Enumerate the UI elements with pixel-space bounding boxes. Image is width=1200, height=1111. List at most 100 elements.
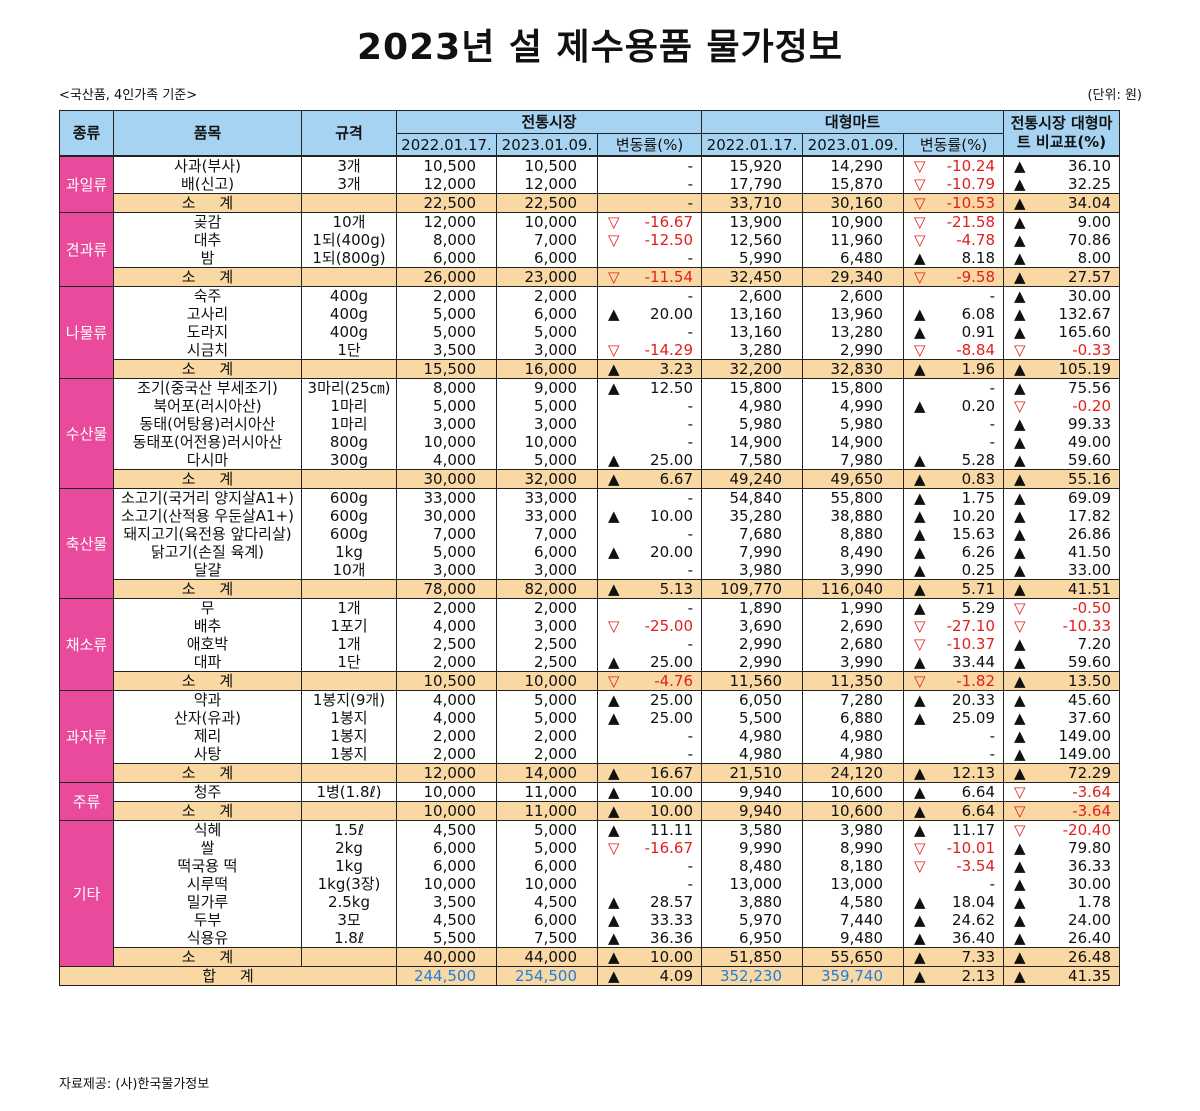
compare-ratio: ▲ 34.04 bbox=[1003, 193, 1120, 213]
change-indicator-icon: ▽ bbox=[1014, 802, 1026, 820]
item-spec: 1병(1.8ℓ) bbox=[301, 782, 397, 802]
change-value: -10.53 bbox=[946, 194, 995, 212]
subtotal-row: 소 계 78,000 82,000 ▲ 5.13 109,770 116,040 ▲ 5.71 ▲… bbox=[60, 579, 1120, 599]
change-value: 0.91 bbox=[961, 323, 995, 341]
item-name: 식용유 bbox=[113, 929, 302, 948]
item-name: 소고기(국거리 양지살A1+) bbox=[113, 488, 302, 507]
change-indicator-icon: ▽ bbox=[1014, 821, 1026, 839]
change-indicator-icon: ▲ bbox=[608, 948, 620, 966]
item-spec: 1개 bbox=[301, 635, 397, 653]
item-spec: 600g bbox=[301, 507, 397, 525]
item-spec: 1봉지(9개) bbox=[301, 690, 397, 709]
trad-price-2023: 32,000 bbox=[496, 469, 598, 489]
change-indicator-icon: ▲ bbox=[1014, 764, 1026, 782]
change-indicator-icon: ▲ bbox=[1014, 857, 1026, 875]
subtotal-spec bbox=[301, 267, 397, 287]
trad-price-2023: 5,000 bbox=[496, 323, 598, 341]
change-value: -14.29 bbox=[644, 341, 693, 359]
compare-ratio: ▲ 41.51 bbox=[1003, 579, 1120, 599]
header-mart-change: 변동률(%) bbox=[903, 133, 1004, 157]
compare-ratio: ▲ 132.67 bbox=[1003, 305, 1120, 323]
mart-price-2023: 2,990 bbox=[802, 341, 904, 360]
trad-price-2022: 6,000 bbox=[396, 249, 497, 268]
change-value: 41.51 bbox=[1068, 580, 1111, 598]
compare-ratio: ▲ 9.00 bbox=[1003, 212, 1120, 231]
mart-change: ▽ -3.54 bbox=[903, 857, 1004, 875]
table-row: 과일류 사과(부사) 3개 10,500 10,500-15,920 14,290 ▽ -10… bbox=[59, 155, 1120, 213]
subtotal-label: 소 계 bbox=[113, 267, 302, 287]
trad-price-2022: 8,000 bbox=[396, 378, 497, 397]
category-label: 수산물 bbox=[59, 378, 114, 489]
change-value: 25.00 bbox=[650, 709, 693, 727]
mart-change: - bbox=[903, 378, 1004, 397]
mart-price-2023: 8,180 bbox=[802, 857, 904, 875]
change-indicator-icon: ▲ bbox=[914, 599, 926, 617]
category-label: 나물류 bbox=[59, 286, 114, 379]
mart-price-2023: 15,800 bbox=[802, 378, 904, 397]
change-value: 5.13 bbox=[659, 580, 693, 598]
change-value: 0.83 bbox=[961, 470, 995, 488]
table-body: 과일류 사과(부사) 3개 10,500 10,500-15,920 14,290 ▽ -10… bbox=[59, 155, 1120, 986]
change-indicator-icon: ▽ bbox=[1014, 599, 1026, 617]
subtotal-spec bbox=[301, 359, 397, 379]
mart-price-2022: 8,480 bbox=[701, 857, 803, 875]
change-value: - bbox=[687, 525, 693, 543]
change-value: - bbox=[687, 599, 693, 617]
mart-price-2022: 32,200 bbox=[701, 359, 803, 379]
mart-price-2022: 3,980 bbox=[701, 561, 803, 580]
item-spec: 400g bbox=[301, 305, 397, 323]
change-indicator-icon: ▲ bbox=[1014, 323, 1026, 341]
mart-price-2022: 7,580 bbox=[701, 451, 803, 470]
compare-ratio: ▲ 79.80 bbox=[1003, 839, 1120, 857]
item-name: 배(신고) bbox=[113, 175, 302, 194]
mart-change: ▲ 7.33 bbox=[903, 947, 1004, 967]
table-row: 대파 1단 2,000 2,500 ▲ 25.00 2,990 3,990 ▲ 33.44 ▲ 59.… bbox=[60, 653, 1120, 672]
change-value: 36.10 bbox=[1068, 157, 1111, 175]
trad-price-2023: 12,000 bbox=[496, 175, 598, 194]
change-indicator-icon: ▲ bbox=[1014, 379, 1026, 397]
trad-change: ▲ 16.67 bbox=[597, 763, 702, 783]
change-indicator-icon: ▲ bbox=[1014, 875, 1026, 893]
change-indicator-icon: ▲ bbox=[914, 709, 926, 727]
table-row: 나물류 숙주 400g 2,000 2,000-2,600 2,600- ▲ 30.00 bbox=[59, 286, 1120, 379]
subtotal-label: 소 계 bbox=[113, 763, 302, 783]
trad-price-2022: 2,000 bbox=[396, 653, 497, 672]
change-value: 149.00 bbox=[1058, 727, 1112, 745]
header-category: 종류 bbox=[59, 110, 114, 157]
item-name: 쌀 bbox=[113, 839, 302, 857]
compare-ratio: ▲ 30.00 bbox=[1003, 286, 1120, 305]
mart-change: ▲ 0.20 bbox=[903, 397, 1004, 415]
change-value: - bbox=[989, 433, 995, 451]
change-value: -0.33 bbox=[1072, 341, 1111, 359]
mart-price-2023: 3,980 bbox=[802, 820, 904, 839]
mart-change: ▲ 10.20 bbox=[903, 507, 1004, 525]
trad-change: - bbox=[597, 415, 702, 433]
compare-ratio: ▲ 55.16 bbox=[1003, 469, 1120, 489]
change-value: 149.00 bbox=[1058, 745, 1112, 763]
item-spec: 600g bbox=[301, 488, 397, 507]
trad-price-2022: 12,000 bbox=[396, 175, 497, 194]
trad-price-2023: 3,000 bbox=[496, 561, 598, 580]
trad-change: ▲ 4.09 bbox=[597, 966, 702, 986]
change-value: - bbox=[989, 727, 995, 745]
trad-price-2023: 11,000 bbox=[496, 782, 598, 802]
mart-change: - bbox=[903, 433, 1004, 451]
mart-change: ▲ 2.13 bbox=[903, 966, 1004, 986]
change-indicator-icon: ▲ bbox=[1014, 249, 1026, 267]
change-indicator-icon: ▲ bbox=[1014, 360, 1026, 378]
compare-ratio: ▲ 27.57 bbox=[1003, 267, 1120, 287]
change-indicator-icon: ▲ bbox=[914, 397, 926, 415]
trad-price-2023: 5,000 bbox=[496, 839, 598, 857]
trad-change: - bbox=[597, 175, 702, 194]
mart-change: ▽ -9.58 bbox=[903, 267, 1004, 287]
trad-change: - bbox=[597, 598, 702, 617]
change-indicator-icon: ▽ bbox=[608, 672, 620, 690]
change-value: - bbox=[687, 194, 693, 212]
compare-ratio: ▲ 59.60 bbox=[1003, 653, 1120, 672]
table-row: 소고기(산적용 우둔살A1+) 600g 30,000 33,000 ▲ 10.00 35,… bbox=[60, 507, 1120, 525]
table-row: 애호박 1개 2,500 2,500-2,990 2,680 ▽ -10.37 ▲ 7.20 bbox=[60, 635, 1120, 653]
item-spec: 1단 bbox=[301, 653, 397, 672]
compare-ratio: ▲ 72.29 bbox=[1003, 763, 1120, 783]
change-indicator-icon: ▲ bbox=[1014, 175, 1026, 193]
table-row: 도라지 400g 5,000 5,000-13,160 13,280 ▲ 0.91 ▲ 165.… bbox=[60, 323, 1120, 341]
